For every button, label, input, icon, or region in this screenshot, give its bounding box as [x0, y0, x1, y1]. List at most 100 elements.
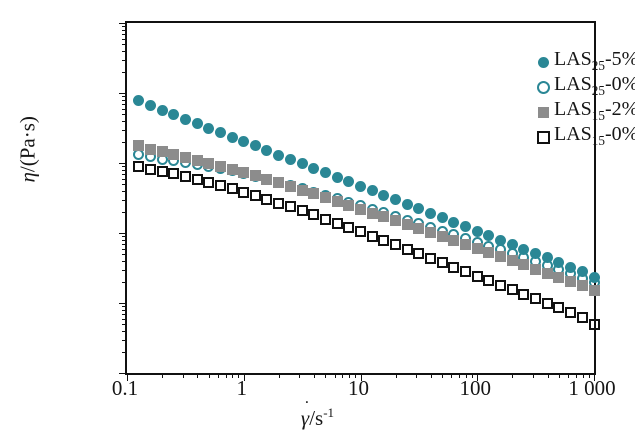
y-tick-minor: [122, 324, 127, 326]
y-tick-minor: [122, 141, 127, 143]
y-tick-minor: [122, 99, 127, 101]
y-tick-minor: [122, 50, 127, 52]
legend-label: LAS15-0% HS-PA: [554, 123, 635, 148]
data-point: [425, 252, 437, 264]
legend-marker-filled-circle-icon: [532, 57, 554, 68]
x-axis-title: γ/s-1: [0, 405, 635, 431]
data-point: [448, 261, 460, 273]
data-point: [565, 261, 577, 273]
y-tick-minor: [122, 248, 127, 250]
data-point: [483, 275, 495, 287]
data-point: [133, 95, 145, 107]
y-tick-minor: [122, 199, 127, 201]
y-tick-minor: [122, 260, 127, 262]
data-point: [553, 272, 565, 284]
data-point: [565, 306, 577, 318]
x-tick-minor: [582, 373, 584, 378]
data-point: [506, 239, 518, 251]
data-point: [203, 176, 215, 188]
x-tick-minor: [430, 373, 432, 378]
x-tick-major: [127, 373, 128, 381]
data-point: [506, 255, 518, 267]
data-point: [133, 161, 145, 173]
x-tick-minor: [225, 373, 227, 378]
x-tick-minor: [325, 373, 327, 378]
data-point: [261, 173, 273, 185]
data-point: [576, 266, 588, 278]
data-point: [355, 226, 366, 238]
data-point: [226, 183, 238, 195]
x-tick-major: [243, 373, 245, 381]
data-point: [214, 127, 226, 139]
x-tick-minor: [465, 373, 467, 378]
data-point: [494, 279, 506, 291]
data-point: [319, 192, 331, 204]
x-tick-label: 0.1: [111, 376, 139, 400]
data-point: [249, 140, 261, 152]
data-point: [541, 252, 553, 264]
data-point: [425, 207, 437, 219]
data-point: [296, 184, 308, 196]
y-tick-minor: [122, 44, 127, 46]
y-tick-minor: [122, 239, 127, 241]
data-point: [565, 276, 577, 288]
data-point: [343, 176, 355, 188]
data-point: [518, 288, 530, 300]
data-point: [308, 188, 320, 200]
data-point: [366, 207, 378, 219]
data-point: [506, 284, 518, 296]
data-point: [541, 297, 553, 309]
y-tick-minor: [122, 71, 127, 73]
x-tick-label: 1 000: [568, 376, 616, 400]
y-tick-minor: [122, 330, 127, 332]
data-point: [308, 209, 320, 221]
legend-item[interactable]: LAS15-2% HS-PA: [532, 98, 635, 125]
data-point: [203, 122, 215, 134]
data-point: [530, 263, 542, 275]
data-point: [214, 161, 226, 173]
y-tick-major: [119, 373, 127, 374]
data-point: [144, 163, 156, 175]
legend-item[interactable]: LAS15-0% HS-PA: [532, 123, 635, 150]
y-tick-minor: [122, 211, 127, 213]
y-tick-minor: [122, 59, 127, 61]
x-tick-minor: [512, 373, 514, 378]
y-tick-minor: [122, 33, 127, 35]
data-point: [273, 177, 285, 189]
data-point: [576, 312, 588, 324]
data-point: [296, 158, 308, 170]
data-point: [460, 239, 472, 251]
y-tick-major: [119, 233, 127, 234]
data-point: [343, 199, 355, 211]
data-point: [471, 225, 483, 237]
data-point: [401, 198, 413, 210]
data-point: [471, 243, 483, 255]
x-tick-major: [594, 373, 595, 381]
data-point: [436, 257, 448, 269]
x-tick-minor: [416, 373, 418, 378]
data-point: [355, 203, 366, 215]
y-tick-minor: [122, 254, 127, 256]
data-point: [179, 113, 191, 125]
x-tick-major: [360, 373, 362, 381]
x-tick-minor: [238, 373, 240, 378]
data-point: [144, 143, 156, 155]
data-point: [530, 292, 542, 304]
y-tick-minor: [122, 103, 127, 105]
data-point: [331, 195, 343, 207]
plot-area: LAS25-5% HS-PALAS25-0% HS-PALAS15-2% HS-…: [119, 21, 635, 381]
legend-item[interactable]: LAS25-0% HS-PA: [532, 73, 635, 100]
data-point: [343, 221, 355, 233]
data-point: [168, 109, 180, 121]
data-point: [238, 135, 250, 147]
y-tick-minor: [122, 190, 127, 192]
data-point: [179, 171, 191, 183]
legend-marker-open-circle-icon: [532, 81, 554, 94]
legend-item[interactable]: LAS25-5% HS-PA: [532, 48, 635, 75]
y-tick-minor: [122, 29, 127, 31]
data-point: [191, 173, 203, 185]
data-point: [214, 179, 226, 191]
x-tick-minor: [278, 373, 280, 378]
y-tick-minor: [122, 26, 127, 28]
y-tick-minor: [122, 120, 127, 122]
